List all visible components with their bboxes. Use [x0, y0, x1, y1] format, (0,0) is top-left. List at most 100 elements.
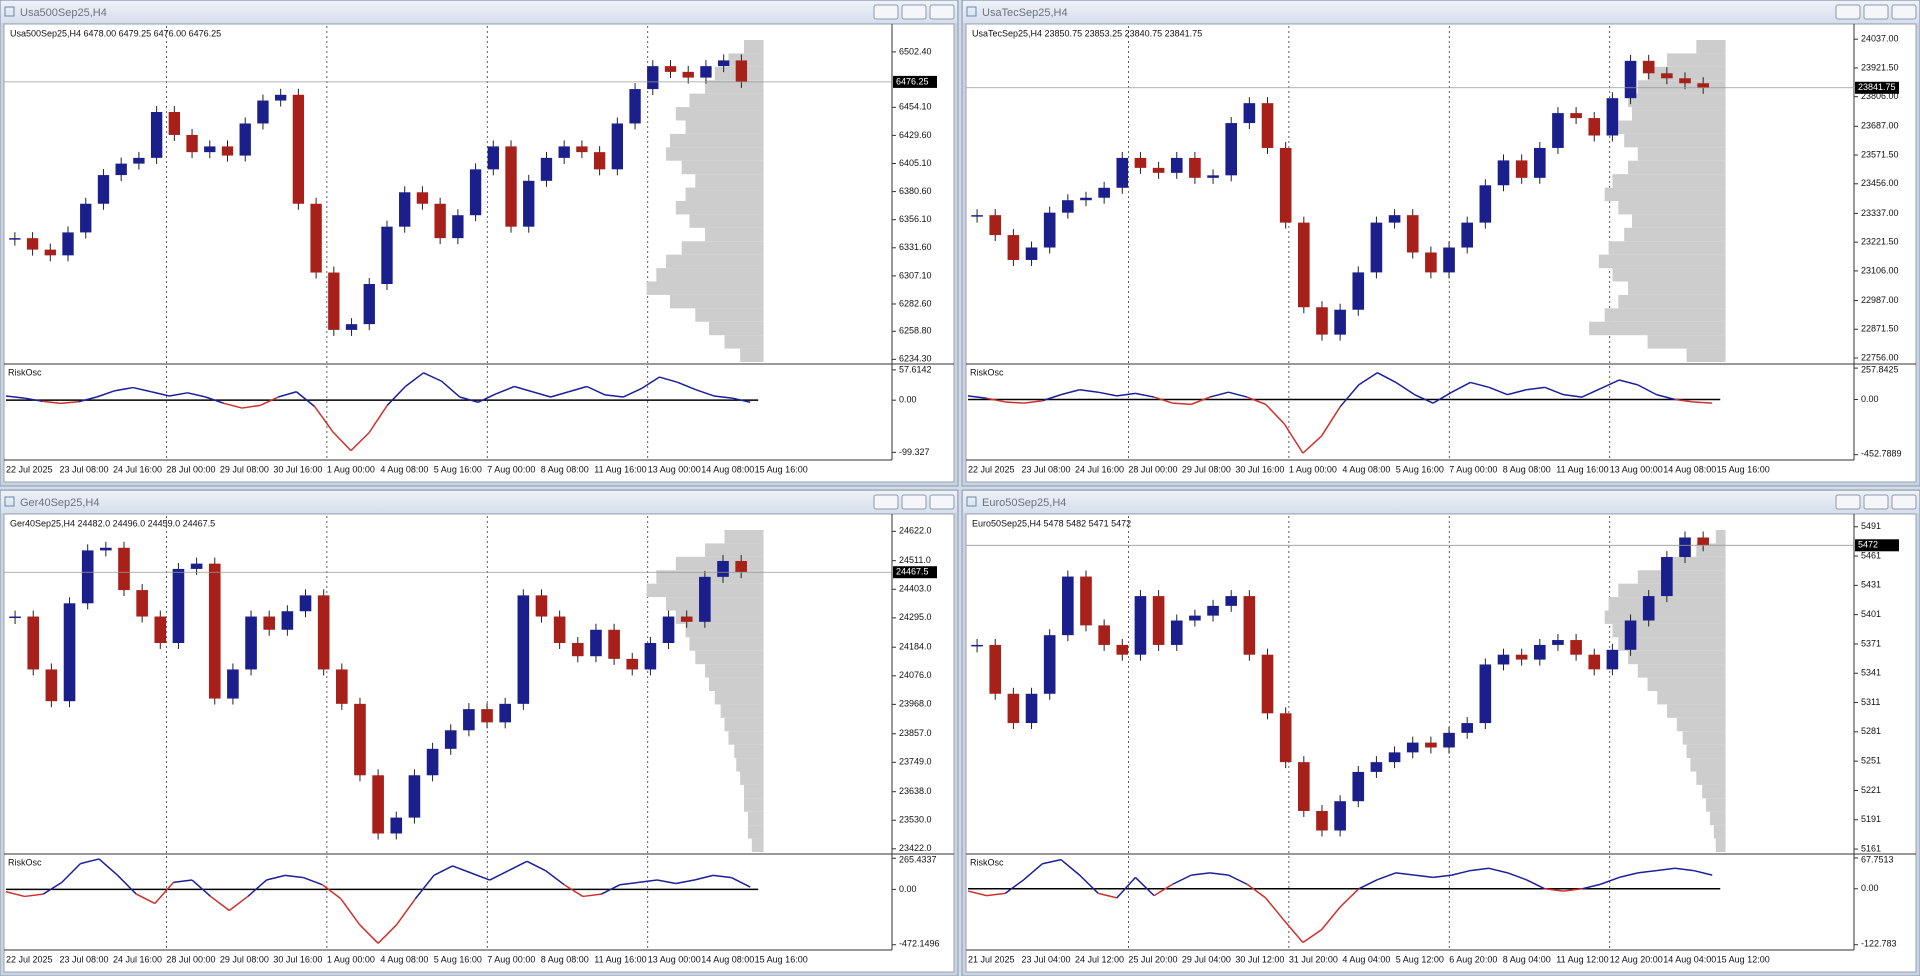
price-label: 23571.50	[1861, 149, 1899, 159]
candle	[1152, 596, 1165, 645]
price-label: 6454.10	[899, 102, 932, 112]
candle	[1697, 83, 1709, 88]
oscillator-segment	[1004, 879, 1025, 894]
oscillator-segment	[1451, 381, 1471, 393]
candle	[1497, 160, 1510, 186]
window-title: Euro50Sep25,H4	[982, 497, 1066, 509]
time-label: 13 Aug 00:00	[648, 954, 701, 964]
oscillator-segment	[340, 898, 361, 925]
candle	[1443, 247, 1455, 273]
price-label: 23456.00	[1861, 178, 1899, 188]
close-button[interactable]	[1891, 4, 1917, 20]
minimize-button[interactable]	[873, 4, 899, 20]
candle	[1515, 654, 1528, 660]
volume-profile-bar	[1647, 677, 1726, 691]
candle	[487, 146, 499, 170]
candle	[1479, 185, 1492, 223]
price-label: 24403.0	[899, 584, 932, 594]
candle	[1279, 147, 1292, 223]
volume-profile-bar	[1589, 321, 1726, 336]
price-label: 6429.60	[899, 130, 932, 140]
candle	[310, 203, 322, 273]
candle	[1080, 197, 1092, 201]
osc-tick-label: 0.00	[1861, 883, 1879, 893]
candle	[97, 175, 110, 204]
oscillator-segment	[433, 865, 453, 877]
candle	[1697, 537, 1709, 546]
volume-profile-bar	[689, 214, 764, 228]
candle	[1461, 222, 1473, 248]
candle	[680, 616, 693, 622]
close-button[interactable]	[929, 494, 955, 510]
candle	[1170, 157, 1183, 173]
candle	[1080, 576, 1092, 626]
oscillator-segment	[470, 872, 491, 881]
candle	[1298, 762, 1310, 811]
time-label: 4 Aug 08:00	[1342, 464, 1390, 474]
time-label: 8 Aug 08:00	[541, 464, 589, 474]
candle	[593, 152, 606, 170]
volume-profile-bar	[747, 811, 764, 826]
volume-profile-bar	[675, 107, 764, 121]
candle	[1606, 649, 1619, 670]
close-button[interactable]	[929, 4, 955, 20]
volume-profile-bar	[681, 160, 764, 175]
current-price-label: 6476.25	[896, 76, 929, 86]
oscillator-segment	[731, 397, 751, 404]
oscillator-segment	[1023, 863, 1043, 881]
candle	[208, 563, 221, 699]
oscillator-segment	[396, 898, 416, 925]
volume-profile-bar	[1715, 838, 1726, 852]
candle	[1007, 235, 1020, 260]
oscillator-segment	[96, 390, 116, 398]
time-label: 29 Jul 08:00	[220, 464, 269, 474]
oscillator-segment	[205, 396, 225, 405]
close-button[interactable]	[1891, 494, 1917, 510]
candle	[1062, 200, 1074, 213]
time-label: 15 Aug 12:00	[1717, 954, 1770, 964]
oscillator-segment	[1414, 874, 1434, 879]
minimize-button[interactable]	[1835, 4, 1861, 20]
minimize-button[interactable]	[873, 494, 899, 510]
candle	[1225, 596, 1238, 606]
candle	[399, 192, 411, 227]
volume-profile-bar	[1637, 147, 1726, 161]
oscillator-segment	[640, 376, 660, 390]
time-label: 29 Jul 08:00	[1182, 464, 1231, 474]
volume-profile-bar	[685, 623, 764, 638]
oscillator-segment	[1563, 888, 1583, 892]
oscillator-segment	[1619, 872, 1638, 879]
maximize-button[interactable]	[1863, 4, 1889, 20]
oscillator-label: RiskOsc	[970, 857, 1004, 867]
oscillator-segment	[532, 391, 551, 398]
time-label: 5 Aug 12:00	[1396, 954, 1444, 964]
time-label: 29 Jul 08:00	[220, 954, 269, 964]
maximize-button[interactable]	[901, 4, 927, 20]
volume-profile-bar	[708, 321, 764, 336]
oscillator-segment	[284, 874, 304, 879]
oscillator-segment	[332, 431, 352, 452]
volume-profile-bar	[1713, 825, 1726, 839]
volume-profile-bar	[1667, 556, 1726, 571]
maximize-button[interactable]	[1863, 494, 1889, 510]
chart-area	[3, 23, 955, 483]
maximize-button[interactable]	[901, 494, 927, 510]
oscillator-segment	[1656, 393, 1676, 401]
oscillator-segment	[713, 395, 733, 399]
oscillator-segment	[563, 884, 584, 898]
price-label: 5491	[1861, 521, 1881, 531]
candle	[190, 563, 203, 569]
oscillator-segment	[1023, 399, 1043, 404]
candle	[571, 642, 584, 657]
candle	[292, 94, 305, 204]
volume-profile-bar	[646, 281, 764, 295]
oscillator-segment	[638, 879, 658, 884]
candle	[971, 644, 983, 647]
time-label: 11 Aug 12:00	[1556, 954, 1608, 964]
time-label: 11 Aug 16:00	[1556, 464, 1608, 474]
candle	[1388, 752, 1401, 763]
minimize-button[interactable]	[1835, 494, 1861, 510]
oscillator-segment	[477, 393, 497, 403]
oscillator-segment	[1693, 401, 1713, 404]
oscillator-segment	[1228, 874, 1248, 885]
